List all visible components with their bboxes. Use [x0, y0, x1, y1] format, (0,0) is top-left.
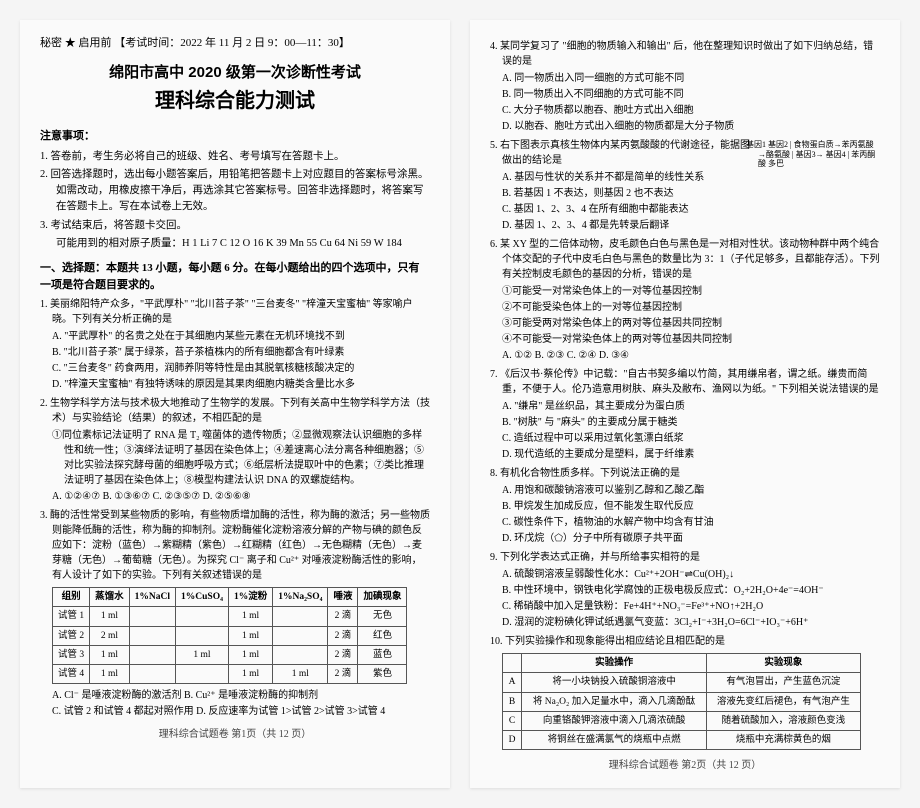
- q5-opt-b: B. 若基因 1 不表达，则基因 2 也不表达: [490, 186, 880, 201]
- q3-table: 组别 蒸馏水 1%NaCl 1%CuSO₄ 1%淀粉 1%Na₂SO₄ 唾液 加…: [52, 587, 407, 684]
- q5-opt-c: C. 基因 1、2、3、4 在所有细胞中都能表达: [490, 202, 880, 217]
- footer-p2: 理科综合试题卷 第2页（共 12 页）: [490, 758, 880, 773]
- q6-s3: ③可能受两对常染色体上的两对等位基因共同控制: [490, 316, 880, 331]
- q7-opt-d: D. 现代造纸的主要成分是塑料，属于纤维素: [490, 447, 880, 462]
- q9-opt-a: A. 硫酸铜溶液呈弱酸性化水：Cu²⁺+2OH⁻⇌Cu(OH)₂↓: [490, 567, 880, 582]
- q10-stem: 10. 下列实验操作和现象能得出相应结论且相匹配的是: [490, 634, 880, 649]
- q8-opt-c: C. 碳性条件下，植物油的水解产物中均含有甘油: [490, 515, 880, 530]
- q1-opt-a: A. "平武厚朴" 的名贵之处在于其细胞内某些元素在无机环境找不到: [40, 329, 430, 344]
- q5-stem: 基因1 基因2 | 食物蛋白质→苯丙氨酸→酪氨酸 | 基因3→ 基因4 | 苯丙…: [490, 138, 880, 168]
- q4-stem: 4. 某同学复习了 "细胞的物质输入和输出" 后，他在整理知识时做出了如下归纳总…: [490, 39, 880, 69]
- q7-stem: 7. 《后汉书·蔡伦传》中记载："自古书契多编以竹简，其用缣帛者，谓之纸。缣贵而…: [490, 367, 880, 397]
- q9-opt-c: C. 稀硝酸中加入足量铁粉：Fe+4H⁺+NO₃⁻=Fe³⁺+NO↑+2H₂O: [490, 599, 880, 614]
- q10-table: 实验操作 实验现象 A将一小块钠投入硫酸铜溶液中有气泡冒出，产生蓝色沉淀 B将 …: [502, 653, 861, 750]
- q4-opt-c: C. 大分子物质都以胞吞、胞吐方式出入细胞: [490, 103, 880, 118]
- q5-opt-a: A. 基因与性状的关系并不都是简单的线性关系: [490, 170, 880, 185]
- title-sub: 理科综合能力测试: [40, 86, 430, 116]
- q1-opt-d: D. "梓潼天宝蜜柚" 有独特诱味的原因是其果肉细胞内糖类含量比水多: [40, 377, 430, 392]
- q6-choices: A. ①② B. ②③ C. ②④ D. ③④: [490, 348, 880, 363]
- q7-opt-c: C. 造纸过程中可以采用过氧化氢漂白纸浆: [490, 431, 880, 446]
- page-left: 秘密 ★ 启用前 【考试时间：2022 年 11 月 2 日 9：00—11：3…: [20, 20, 450, 788]
- notices-head: 注意事项：: [40, 128, 430, 145]
- q3-stem: 3. 酶的活性常受到某些物质的影响，有些物质增加酶的活性，称为酶的激活；另一些物…: [40, 508, 430, 583]
- q4-opt-d: D. 以胞吞、胞吐方式出入细胞的物质都是大分子物质: [490, 119, 880, 134]
- q8-opt-d: D. 环戊烷（⬠）分子中所有碳原子共平面: [490, 531, 880, 546]
- q8-opt-b: B. 甲烷发生加成反应，但不能发生取代反应: [490, 499, 880, 514]
- q1-stem: 1. 美丽绵阳特产众多，"平武厚朴" "北川苔子茶" "三台麦冬" "梓潼天宝蜜…: [40, 297, 430, 327]
- q2-statements: ①同位素标记法证明了 RNA 是 T₂ 噬菌体的遗传物质；②显微观察法认识细胞的…: [40, 428, 430, 488]
- q2-choices: A. ①②④⑦ B. ①③⑥⑦ C. ②③⑤⑦ D. ②⑤⑥⑧: [40, 489, 430, 504]
- notice-3: 3. 考试结束后，将答题卡交回。: [40, 218, 430, 234]
- section1-intro: 一、选择题：本题共 13 小题，每小题 6 分。在每小题给出的四个选项中，只有一…: [40, 260, 430, 293]
- q5-diagram: 基因1 基因2 | 食物蛋白质→苯丙氨酸→酪氨酸 | 基因3→ 基因4 | 苯丙…: [758, 140, 878, 169]
- title-main: 绵阳市高中 2020 级第一次诊断性考试: [40, 62, 430, 85]
- q7-opt-a: A. "缣帛" 是丝织品，其主要成分为蛋白质: [490, 399, 880, 414]
- q6-s2: ②不可能受染色体上的一对等位基因控制: [490, 300, 880, 315]
- q8-opt-a: A. 用饱和碳酸钠溶液可以鉴别乙醇和乙酸乙酯: [490, 483, 880, 498]
- footer-p1: 理科综合试题卷 第1页（共 12 页）: [40, 727, 430, 742]
- header-secret: 秘密 ★ 启用前 【考试时间：2022 年 11 月 2 日 9：00—11：3…: [40, 35, 430, 52]
- q9-opt-d: D. 湿润的淀粉碘化钾试纸遇氯气变蓝：3Cl₂+I⁻+3H₂O=6Cl⁻+IO₃…: [490, 615, 880, 630]
- q3-opt-ab: A. Cl⁻ 是唾液淀粉酶的激活剂 B. Cu²⁺ 是唾液淀粉酶的抑制剂: [40, 688, 430, 703]
- page-right: 4. 某同学复习了 "细胞的物质输入和输出" 后，他在整理知识时做出了如下归纳总…: [470, 20, 900, 788]
- q6-s1: ①可能受一对常染色体上的一对等位基因控制: [490, 284, 880, 299]
- q2-stem: 2. 生物学科学方法与技术极大地推动了生物学的发展。下列有关高中生物学科学方法（…: [40, 396, 430, 426]
- q3-opt-cd: C. 试管 2 和试管 4 都起对照作用 D. 反应速率为试管 1>试管 2>试…: [40, 704, 430, 719]
- atomic-masses: 可能用到的相对原子质量：H 1 Li 7 C 12 O 16 K 39 Mn 5…: [40, 236, 430, 252]
- q5-opt-d: D. 基因 1、2、3、4 都是先转录后翻译: [490, 218, 880, 233]
- notice-2: 2. 回答选择题时，选出每小题答案后，用铅笔把答题卡上对应题目的答案标号涂黑。如…: [40, 167, 430, 214]
- q6-s4: ④不可能受一对常染色体上的两对等位基因共同控制: [490, 332, 880, 347]
- q4-opt-b: B. 同一物质出入不同细胞的方式可能不同: [490, 87, 880, 102]
- notice-1: 1. 答卷前，考生务必将自己的班级、姓名、考号填写在答题卡上。: [40, 149, 430, 165]
- q1-opt-b: B. "北川苔子茶" 属于绿茶，苔子茶植株内的所有细胞都含有叶绿素: [40, 345, 430, 360]
- q8-stem: 8. 有机化合物性质多样。下列说法正确的是: [490, 466, 880, 481]
- q9-opt-b: B. 中性环境中，钢铁电化学腐蚀的正极电极反应式：O₂+2H₂O+4e⁻=4OH…: [490, 583, 880, 598]
- q1-opt-c: C. "三台麦冬" 药食两用，润肺养阴等特性是由其脱氧核糖核酸决定的: [40, 361, 430, 376]
- q9-stem: 9. 下列化学表达式正确，并与所给事实相符的是: [490, 550, 880, 565]
- q7-opt-b: B. "树肤" 与 "麻头" 的主要成分属于糖类: [490, 415, 880, 430]
- q6-stem: 6. 某 XY 型的二倍体动物，皮毛颜色白色与黑色是一对相对性状。该动物种群中两…: [490, 237, 880, 282]
- q4-opt-a: A. 同一物质出入同一细胞的方式可能不同: [490, 71, 880, 86]
